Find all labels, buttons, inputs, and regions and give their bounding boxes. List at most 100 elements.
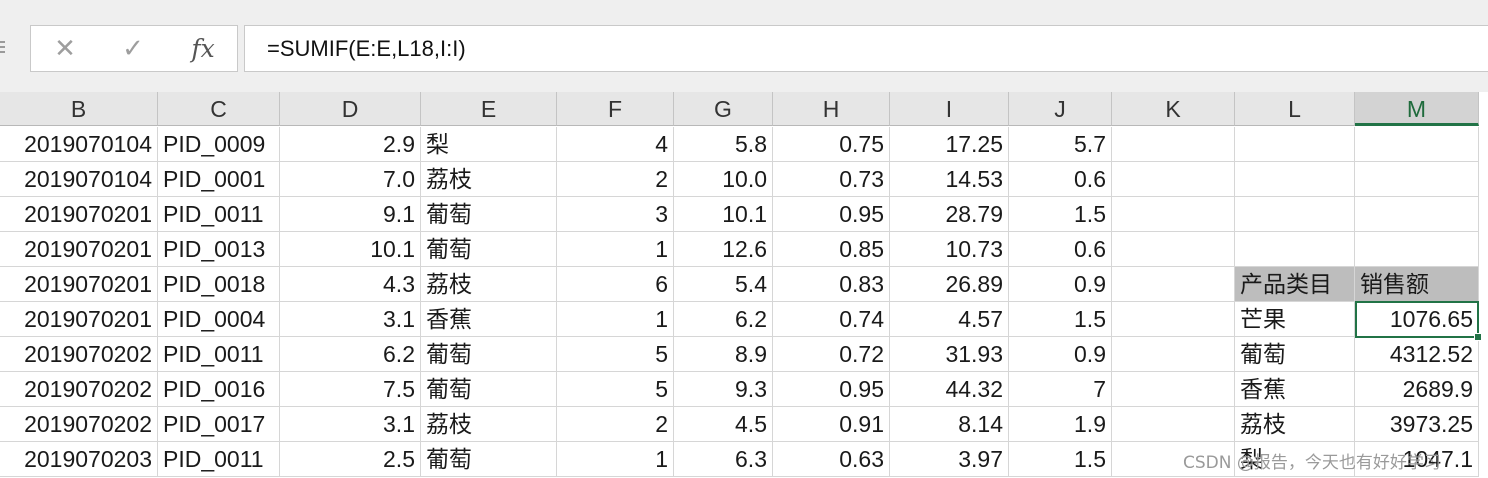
- cell-m-row-2[interactable]: [1355, 162, 1479, 197]
- column-header-i[interactable]: I: [890, 92, 1009, 126]
- cell-k-row-4[interactable]: [1112, 232, 1235, 267]
- formula-bar-grip-icon[interactable]: [0, 38, 8, 56]
- cell-f-row-7[interactable]: 5: [557, 337, 674, 372]
- cell-h-row-10[interactable]: 0.63: [773, 442, 890, 477]
- cell-j-row-1[interactable]: 5.7: [1009, 127, 1112, 162]
- cell-c-row-9[interactable]: PID_0017: [158, 407, 280, 442]
- cell-h-row-6[interactable]: 0.74: [773, 302, 890, 337]
- cell-f-row-4[interactable]: 1: [557, 232, 674, 267]
- cell-d-row-7[interactable]: 6.2: [280, 337, 421, 372]
- cell-f-row-10[interactable]: 1: [557, 442, 674, 477]
- cell-c-row-8[interactable]: PID_0016: [158, 372, 280, 407]
- cell-j-row-4[interactable]: 0.6: [1009, 232, 1112, 267]
- column-header-d[interactable]: D: [280, 92, 421, 126]
- cell-g-row-7[interactable]: 8.9: [674, 337, 773, 372]
- cell-j-row-2[interactable]: 0.6: [1009, 162, 1112, 197]
- cell-d-row-3[interactable]: 9.1: [280, 197, 421, 232]
- cell-m-row-4[interactable]: [1355, 232, 1479, 267]
- cell-g-row-1[interactable]: 5.8: [674, 127, 773, 162]
- cell-i-row-10[interactable]: 3.97: [890, 442, 1009, 477]
- column-header-h[interactable]: H: [773, 92, 890, 126]
- cell-e-row-9[interactable]: 荔枝: [421, 407, 557, 442]
- cell-h-row-9[interactable]: 0.91: [773, 407, 890, 442]
- cell-m-row-5[interactable]: 销售额: [1355, 267, 1479, 302]
- cell-i-row-5[interactable]: 26.89: [890, 267, 1009, 302]
- cell-h-row-3[interactable]: 0.95: [773, 197, 890, 232]
- enter-icon[interactable]: ✓: [122, 33, 144, 63]
- cell-i-row-8[interactable]: 44.32: [890, 372, 1009, 407]
- cell-h-row-7[interactable]: 0.72: [773, 337, 890, 372]
- cell-b-row-6[interactable]: 2019070201: [0, 302, 158, 337]
- cell-h-row-5[interactable]: 0.83: [773, 267, 890, 302]
- cell-k-row-3[interactable]: [1112, 197, 1235, 232]
- cell-b-row-5[interactable]: 2019070201: [0, 267, 158, 302]
- cell-j-row-7[interactable]: 0.9: [1009, 337, 1112, 372]
- cell-i-row-4[interactable]: 10.73: [890, 232, 1009, 267]
- cell-d-row-4[interactable]: 10.1: [280, 232, 421, 267]
- cell-k-row-2[interactable]: [1112, 162, 1235, 197]
- cell-k-row-1[interactable]: [1112, 127, 1235, 162]
- cell-j-row-10[interactable]: 1.5: [1009, 442, 1112, 477]
- cell-e-row-7[interactable]: 葡萄: [421, 337, 557, 372]
- column-header-k[interactable]: K: [1112, 92, 1235, 126]
- cell-k-row-6[interactable]: [1112, 302, 1235, 337]
- cell-l-row-2[interactable]: [1235, 162, 1355, 197]
- cell-i-row-9[interactable]: 8.14: [890, 407, 1009, 442]
- cell-d-row-8[interactable]: 7.5: [280, 372, 421, 407]
- cell-l-row-1[interactable]: [1235, 127, 1355, 162]
- cell-g-row-4[interactable]: 12.6: [674, 232, 773, 267]
- cell-e-row-8[interactable]: 葡萄: [421, 372, 557, 407]
- cell-l-row-3[interactable]: [1235, 197, 1355, 232]
- cell-f-row-5[interactable]: 6: [557, 267, 674, 302]
- cell-b-row-3[interactable]: 2019070201: [0, 197, 158, 232]
- cell-b-row-2[interactable]: 2019070104: [0, 162, 158, 197]
- column-header-m[interactable]: M: [1355, 92, 1479, 126]
- cell-k-row-8[interactable]: [1112, 372, 1235, 407]
- cell-h-row-2[interactable]: 0.73: [773, 162, 890, 197]
- column-header-f[interactable]: F: [557, 92, 674, 126]
- cell-g-row-10[interactable]: 6.3: [674, 442, 773, 477]
- cell-k-row-10[interactable]: [1112, 442, 1235, 477]
- cell-b-row-4[interactable]: 2019070201: [0, 232, 158, 267]
- cell-m-row-7[interactable]: 4312.52: [1355, 337, 1479, 372]
- cell-g-row-2[interactable]: 10.0: [674, 162, 773, 197]
- column-header-g[interactable]: G: [674, 92, 773, 126]
- cell-f-row-6[interactable]: 1: [557, 302, 674, 337]
- cell-i-row-6[interactable]: 4.57: [890, 302, 1009, 337]
- cell-m-row-3[interactable]: [1355, 197, 1479, 232]
- cell-d-row-10[interactable]: 2.5: [280, 442, 421, 477]
- cancel-icon[interactable]: ✕: [54, 33, 76, 63]
- cell-l-row-4[interactable]: [1235, 232, 1355, 267]
- cell-l-row-8[interactable]: 香蕉: [1235, 372, 1355, 407]
- cell-d-row-2[interactable]: 7.0: [280, 162, 421, 197]
- cell-k-row-5[interactable]: [1112, 267, 1235, 302]
- column-header-b[interactable]: B: [0, 92, 158, 126]
- cell-h-row-4[interactable]: 0.85: [773, 232, 890, 267]
- cell-c-row-10[interactable]: PID_0011: [158, 442, 280, 477]
- cell-g-row-9[interactable]: 4.5: [674, 407, 773, 442]
- cell-m-row-1[interactable]: [1355, 127, 1479, 162]
- formula-input[interactable]: =SUMIF(E:E,L18,I:I): [244, 25, 1488, 72]
- cell-b-row-10[interactable]: 2019070203: [0, 442, 158, 477]
- cell-c-row-2[interactable]: PID_0001: [158, 162, 280, 197]
- cell-e-row-1[interactable]: 梨: [421, 127, 557, 162]
- cell-h-row-1[interactable]: 0.75: [773, 127, 890, 162]
- cell-d-row-9[interactable]: 3.1: [280, 407, 421, 442]
- cell-j-row-6[interactable]: 1.5: [1009, 302, 1112, 337]
- cell-b-row-9[interactable]: 2019070202: [0, 407, 158, 442]
- cell-h-row-8[interactable]: 0.95: [773, 372, 890, 407]
- cell-b-row-8[interactable]: 2019070202: [0, 372, 158, 407]
- cell-c-row-4[interactable]: PID_0013: [158, 232, 280, 267]
- column-header-c[interactable]: C: [158, 92, 280, 126]
- cell-j-row-9[interactable]: 1.9: [1009, 407, 1112, 442]
- cell-l-row-6[interactable]: 芒果: [1235, 302, 1355, 337]
- cell-l-row-9[interactable]: 荔枝: [1235, 407, 1355, 442]
- cell-j-row-8[interactable]: 7: [1009, 372, 1112, 407]
- cell-i-row-3[interactable]: 28.79: [890, 197, 1009, 232]
- insert-function-icon[interactable]: fx: [191, 34, 215, 63]
- cell-i-row-2[interactable]: 14.53: [890, 162, 1009, 197]
- cell-l-row-7[interactable]: 葡萄: [1235, 337, 1355, 372]
- cell-i-row-1[interactable]: 17.25: [890, 127, 1009, 162]
- cell-f-row-1[interactable]: 4: [557, 127, 674, 162]
- cell-e-row-2[interactable]: 荔枝: [421, 162, 557, 197]
